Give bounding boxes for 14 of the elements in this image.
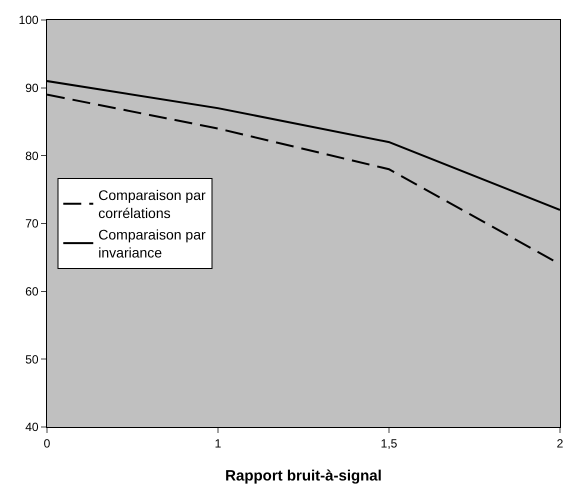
- y-tick-label: 60: [25, 284, 39, 299]
- y-tick-label: 80: [25, 148, 39, 163]
- legend-label: Comparaison par corrélations: [98, 187, 206, 222]
- x-tick-label: 2: [556, 436, 564, 450]
- x-tick-label: 0: [44, 436, 51, 450]
- x-tick-label: 1: [214, 436, 222, 450]
- y-tick-label: 40: [25, 420, 39, 434]
- y-tick-label: 50: [25, 352, 39, 366]
- legend-label: Comparaison par invariance: [98, 226, 206, 261]
- y-tick-label: 100: [18, 13, 39, 28]
- y-tick-label: 90: [25, 81, 39, 96]
- x-axis-title: Rapport bruit-à-signal: [225, 467, 382, 484]
- y-tick-label: 70: [25, 216, 39, 231]
- x-tick-label: 1,5: [380, 436, 398, 450]
